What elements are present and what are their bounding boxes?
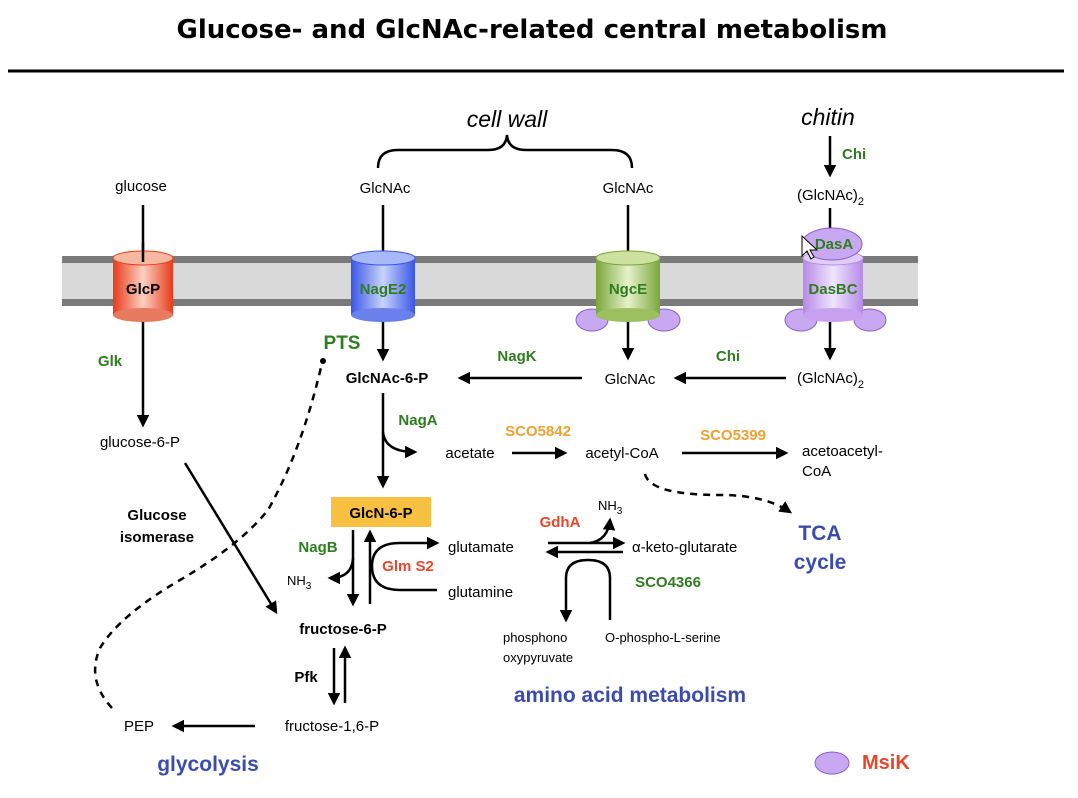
membrane-top	[62, 256, 918, 263]
glcn6p-box	[331, 497, 431, 527]
pep-pts-end-dot	[320, 358, 326, 364]
nh3-left-label: NH3	[287, 573, 312, 592]
pts-label: PTS	[324, 333, 361, 354]
msik-legend-icon	[814, 751, 850, 775]
nagb-label: NagB	[298, 539, 337, 556]
glucose-isomerase-arrow	[183, 462, 278, 615]
glutamine-label: glutamine	[448, 584, 513, 601]
glcnac-right-label: GlcNAc	[603, 180, 654, 197]
glucose-isomerase-label-2: isomerase	[120, 529, 194, 546]
glk-label: Glk	[98, 353, 123, 370]
glutamate-label: glutamate	[448, 539, 514, 556]
glcnac-mid-label: GlcNAc	[605, 371, 656, 388]
phospho-label-2: oxypyruvate	[503, 650, 573, 665]
sco5399-label: SCO5399	[700, 427, 766, 444]
acetoacetyl-label-2: CoA	[802, 463, 831, 480]
glucose6p-label: glucose-6-P	[100, 434, 180, 451]
pfk-label: Pfk	[294, 669, 318, 686]
chitin-label: chitin	[801, 104, 855, 130]
tca-label-2: cycle	[794, 551, 847, 574]
page-title: Glucose- and GlcNAc-related central meta…	[177, 15, 888, 45]
glcnac2-top-label: (GlcNAc)2	[797, 187, 864, 208]
cell-wall-brace	[376, 134, 634, 169]
tca-label-1: TCA	[798, 522, 841, 545]
nagk-label: NagK	[497, 348, 536, 365]
glucose-isomerase-label-1: Glucose	[127, 507, 186, 524]
amino-acid-label: amino acid metabolism	[514, 684, 746, 707]
phospho-label-1: phosphono	[503, 630, 567, 645]
acetoacetyl-label-1: acetoacetyl-	[802, 443, 883, 460]
chi-top-label: Chi	[842, 146, 866, 163]
gdha-nh3-branch	[589, 517, 616, 545]
tca-dashed-arrow	[643, 473, 793, 514]
gdha-label: GdhA	[540, 514, 581, 531]
naga-branch	[381, 431, 418, 459]
mouse-cursor-icon	[801, 234, 819, 260]
fructose6p-label: fructose-6-P	[299, 621, 387, 638]
sco4366-label: SCO4366	[635, 574, 701, 591]
naga-label: NagA	[398, 412, 437, 429]
glcnac2-mid-label: (GlcNAc)2	[797, 370, 864, 391]
ngce-label: NgcE	[609, 281, 647, 298]
glms2-label: Glm S2	[382, 558, 434, 575]
dasbc-label: DasBC	[808, 281, 857, 298]
chi-mid-label: Chi	[716, 348, 740, 365]
msik-legend-label: MsiK	[862, 752, 910, 774]
nage2-transporter: NagE2	[350, 250, 416, 322]
acetate-label: acetate	[445, 445, 494, 462]
ngce-transporter: NgcE	[575, 250, 681, 332]
glms2-curve	[370, 536, 440, 592]
glucose-label: glucose	[115, 178, 167, 195]
nh3-right-label: NH3	[598, 498, 623, 517]
glycolysis-label: glycolysis	[157, 753, 259, 776]
cell-wall-label: cell wall	[467, 106, 548, 132]
sco5842-label: SCO5842	[505, 423, 571, 440]
nage2-label: NagE2	[360, 281, 407, 298]
dasa-label: DasA	[815, 236, 854, 253]
nagb-nh3-branch	[327, 557, 355, 585]
membrane	[62, 256, 918, 306]
pep-pts-dashed	[93, 362, 324, 709]
glcp-label: GlcP	[126, 281, 160, 298]
fructose16p-label: fructose-1,6-P	[285, 718, 379, 735]
dasbc-transporter: DasA DasBC	[784, 227, 887, 332]
acetylcoa-label: acetyl-CoA	[585, 445, 658, 462]
membrane-bottom	[62, 299, 918, 306]
glcnac-left-label: GlcNAc	[360, 180, 411, 197]
sco4366-arc	[559, 558, 612, 623]
ophospho-label: O-phospho-L-serine	[605, 630, 721, 645]
glcnac6p-label: GlcNAc-6-P	[346, 370, 429, 387]
akg-label: α-keto-glutarate	[632, 539, 737, 556]
glcn6p-label: GlcN-6-P	[349, 505, 412, 522]
pep-label: PEP	[124, 718, 154, 735]
glcp-transporter: GlcP	[112, 250, 174, 322]
